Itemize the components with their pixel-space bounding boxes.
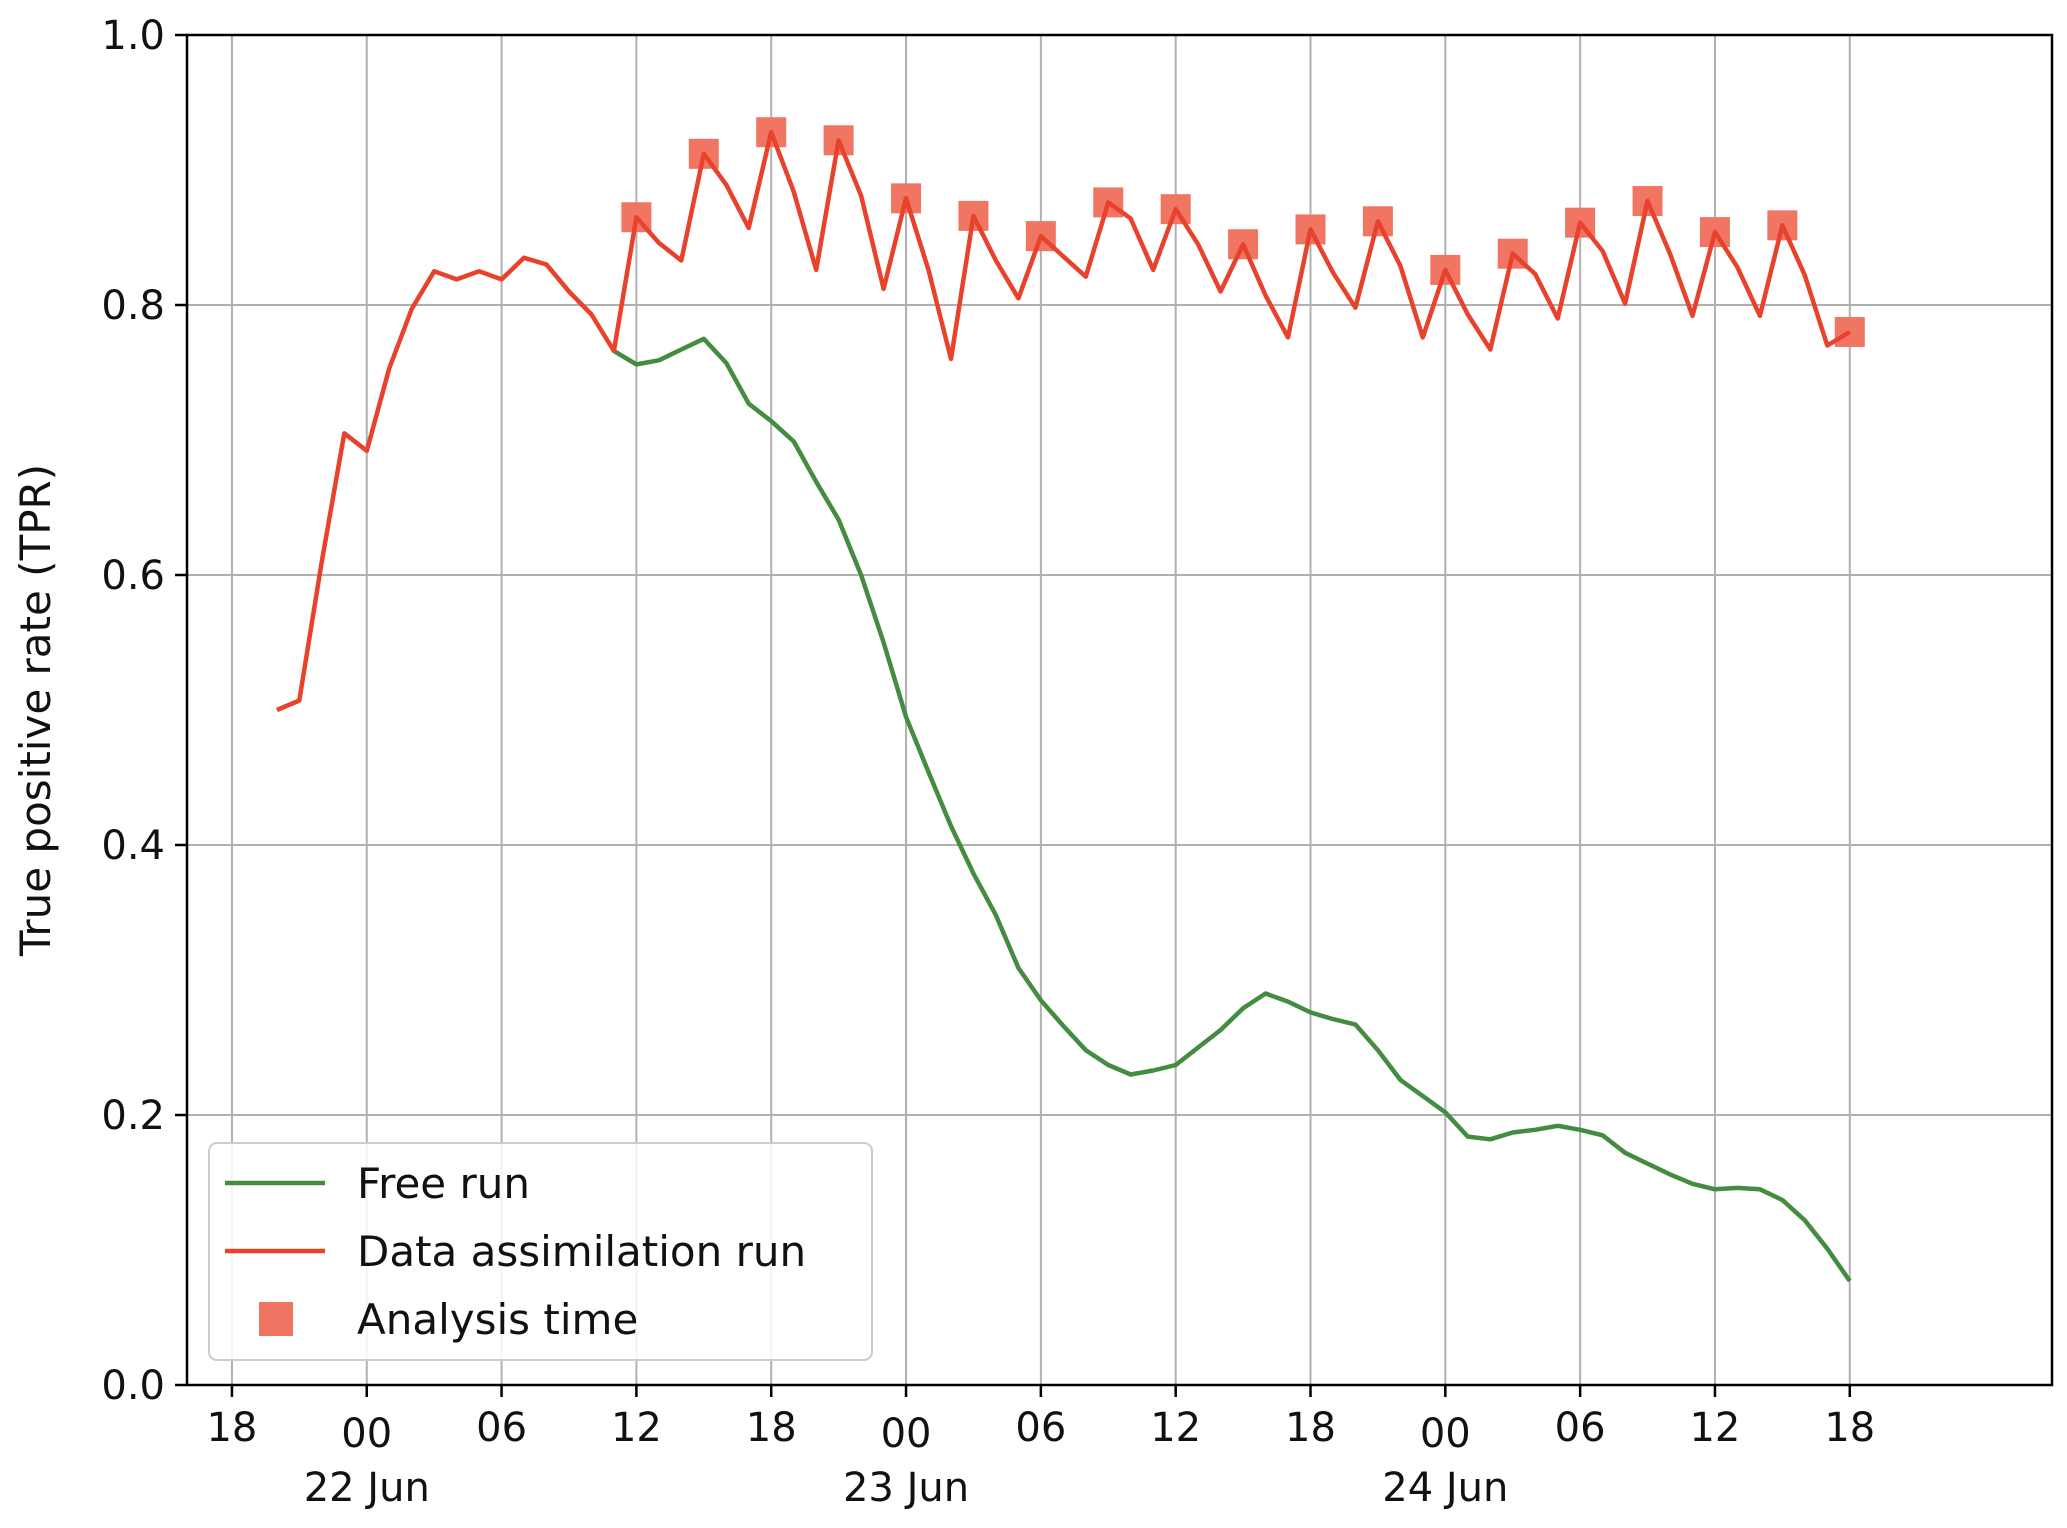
x-tick-label: 12 [1150, 1405, 1201, 1451]
y-tick-label: 0.6 [101, 553, 165, 599]
axis-ticks: 18 00 22 Jun 06 12 18 00 23 Jun 06 12 18 00 24 Jun 06… [101, 13, 1875, 1511]
y-axis-label: True positive rate (TPR) [11, 464, 60, 957]
x-tick-label: 12 [611, 1405, 662, 1451]
x-tick-label: 06 [476, 1405, 527, 1451]
grid [187, 35, 2052, 1385]
data-assimilation-run-line [276, 129, 1851, 713]
legend-swatch-analysis-time [259, 1302, 293, 1336]
plot-frame [185, 33, 2054, 1387]
legend-label-analysis-time: Analysis time [357, 1295, 638, 1344]
y-tick-label: 0.0 [101, 1363, 165, 1409]
x-tick-label: 18 [746, 1405, 797, 1451]
legend: Free run Data assimilation run Analysis ti… [208, 1142, 873, 1361]
x-tick-label: 00 [341, 1411, 392, 1457]
x-tick-label: 18 [1285, 1405, 1336, 1451]
legend-label-free-run: Free run [357, 1159, 530, 1208]
x-tick-label: 06 [1555, 1405, 1606, 1451]
x-tick-date-label: 22 Jun [304, 1465, 430, 1511]
y-tick-label: 0.2 [101, 1093, 165, 1139]
x-tick-label: 00 [881, 1411, 932, 1457]
y-tick-label: 1.0 [101, 13, 165, 59]
x-tick-label: 18 [1824, 1405, 1875, 1451]
x-tick-label: 06 [1015, 1405, 1066, 1451]
x-tick-date-label: 24 Jun [1382, 1465, 1508, 1511]
y-tick-label: 0.4 [101, 823, 165, 869]
x-tick-date-label: 23 Jun [843, 1465, 969, 1511]
x-tick-label: 00 [1420, 1411, 1471, 1457]
free-run-line [612, 336, 1852, 1283]
legend-label-data-assimilation-run: Data assimilation run [357, 1227, 806, 1276]
legend-box [208, 1142, 873, 1361]
plot-series [276, 117, 1865, 1283]
x-tick-label: 18 [206, 1405, 257, 1451]
y-tick-label: 0.8 [101, 283, 165, 329]
x-tick-label: 12 [1689, 1405, 1740, 1451]
